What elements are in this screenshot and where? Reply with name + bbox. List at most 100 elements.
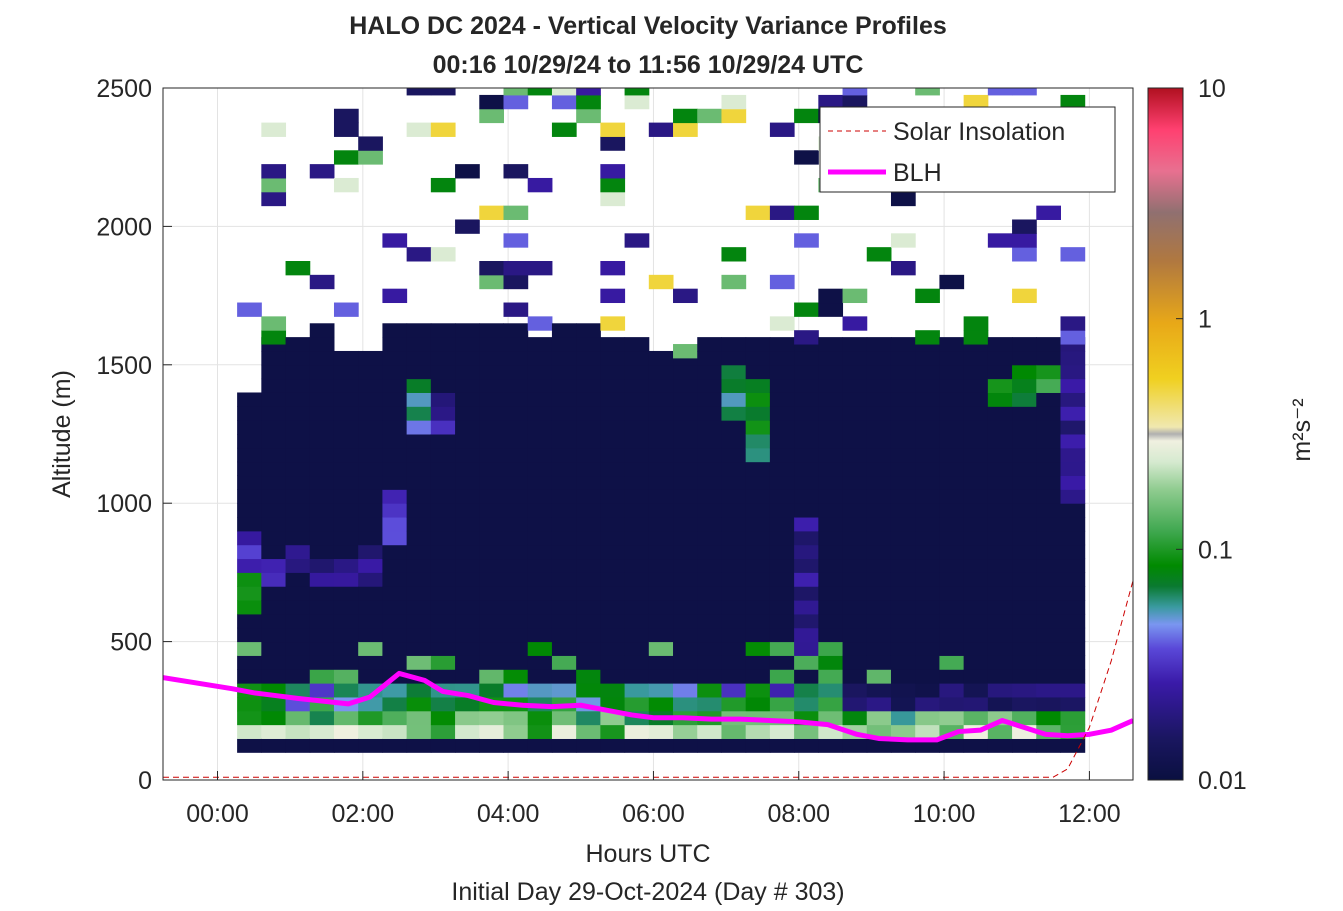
heatmap-cell-646 [697, 641, 722, 656]
heatmap-cell-242 [406, 503, 432, 518]
heatmap-cell-145 [333, 489, 359, 504]
heatmap-cell-73 [285, 600, 311, 615]
heatmap-cell-275 [430, 517, 456, 532]
heatmap-cell-1090 [1012, 530, 1037, 546]
heatmap-cell-891 [866, 530, 892, 546]
heatmap-cell-1087 [1012, 572, 1037, 587]
heatmap-cell-211 [382, 475, 408, 490]
heatmap-cell-915 [890, 655, 916, 670]
heatmap-cell-832 [818, 364, 844, 380]
heatmap-cell-691 [721, 447, 747, 463]
heatmap-cell-802 [794, 205, 819, 220]
heatmap-cell-736 [769, 724, 795, 739]
heatmap-cell-1003 [939, 364, 965, 380]
heatmap-cell-682 [721, 572, 747, 587]
heatmap-cell-735 [769, 738, 795, 753]
heatmap-cell-268 [430, 613, 456, 629]
heatmap-cell-433 [527, 261, 553, 276]
heatmap-cell-475 [576, 669, 601, 684]
colorbar-ticks: 0.01 0.1 1 10 [1176, 75, 1247, 795]
heatmap-cell-749 [769, 544, 795, 560]
heatmap-cell-636 [673, 288, 698, 304]
heatmap-cell-281 [430, 434, 456, 449]
colorbar [1147, 87, 1184, 781]
heatmap-cell-844 [842, 696, 868, 712]
heatmap-cell-99 [309, 669, 335, 684]
heatmap-cell-374 [503, 586, 529, 601]
heatmap-cell-1120 [1036, 627, 1062, 643]
heatmap-cell-352 [479, 392, 505, 407]
heatmap-cell-886 [866, 600, 892, 615]
heatmap-cell-375 [503, 572, 529, 587]
heatmap-cell-724 [745, 461, 771, 477]
heatmap-cell-1046 [987, 669, 1013, 684]
heatmap-cell-662 [697, 420, 722, 435]
heatmap-cell-1017 [963, 613, 989, 629]
heatmap-cell-751 [769, 517, 795, 532]
heatmap-cell-1121 [1036, 613, 1062, 629]
heatmap-cell-704 [745, 738, 771, 753]
heatmap-cell-240 [406, 530, 432, 546]
heatmap-cell-159 [333, 122, 359, 137]
heatmap-cell-449 [551, 558, 577, 573]
heatmap-cell-955 [915, 558, 940, 573]
heatmap-cell-479 [576, 613, 601, 629]
heatmap-cell-499 [576, 337, 601, 352]
heatmap-cell-1002 [939, 378, 965, 393]
heatmap-cell-1074 [987, 88, 1013, 96]
heatmap-cell-648 [697, 613, 722, 629]
heatmap-cell-321 [455, 364, 480, 380]
heatmap-cell-474 [576, 683, 601, 698]
heatmap-cell-987 [939, 586, 965, 601]
heatmap-cell-8 [237, 627, 262, 643]
heatmap-cell-74 [285, 586, 311, 601]
heatmap-cell-451 [551, 530, 577, 546]
heatmap-cell-162 [358, 724, 383, 739]
heatmap-cell-464 [551, 350, 577, 366]
heatmap-cell-450 [551, 544, 577, 560]
heatmap-cell-593 [648, 489, 674, 504]
heatmap-cell-1027 [963, 475, 989, 490]
heatmap-cell-53 [261, 378, 287, 393]
heatmap-cell-927 [890, 489, 916, 504]
heatmap-cell-805 [818, 738, 844, 753]
heatmap-cell-387 [503, 406, 529, 421]
heatmap-cell-910 [890, 724, 916, 739]
heatmap-cell-394 [503, 302, 529, 317]
heatmap-cell-690 [721, 461, 747, 477]
heatmap-cell-1122 [1036, 600, 1062, 615]
heatmap-cell-358 [479, 274, 505, 290]
heatmap-cell-455 [551, 475, 577, 490]
heatmap-cell-549 [624, 641, 650, 656]
heatmap-cell-912 [890, 696, 916, 712]
heatmap-cell-664 [697, 392, 722, 407]
heatmap-cell-786 [794, 503, 819, 518]
heatmap-cell-1141 [1036, 337, 1062, 352]
heatmap-cell-795 [794, 378, 819, 393]
heatmap-cell-950 [915, 627, 940, 643]
heatmap-cell-1084 [1012, 613, 1037, 629]
heatmap-cell-505 [600, 724, 626, 739]
heatmap-cell-102 [309, 627, 335, 643]
heatmap-cell-1034 [963, 378, 989, 393]
heatmap-cell-30 [261, 696, 287, 712]
heatmap-cell-339 [479, 572, 505, 587]
heatmap-cell-146 [333, 475, 359, 490]
heatmap-cell-893 [866, 503, 892, 518]
heatmap-cell-1114 [1036, 710, 1062, 726]
heatmap-cell-20 [237, 461, 262, 477]
heatmap-cell-320 [455, 378, 480, 393]
heatmap-cell-27 [261, 738, 287, 753]
heatmap-cell-671 [721, 724, 747, 739]
heatmap-cell-1119 [1036, 641, 1062, 656]
heatmap-cell-88 [285, 392, 311, 407]
heatmap-cell-37 [261, 600, 287, 615]
heatmap-cell-807 [818, 710, 844, 726]
heatmap-cell-137 [333, 600, 359, 615]
heatmap-cell-83 [285, 461, 311, 477]
heatmap-cell-1140 [1036, 350, 1062, 366]
heatmap-cell-846 [842, 669, 868, 684]
heatmap-cell-854 [842, 558, 868, 573]
heatmap-cell-491 [576, 447, 601, 463]
heatmap-cell-1000 [939, 406, 965, 421]
